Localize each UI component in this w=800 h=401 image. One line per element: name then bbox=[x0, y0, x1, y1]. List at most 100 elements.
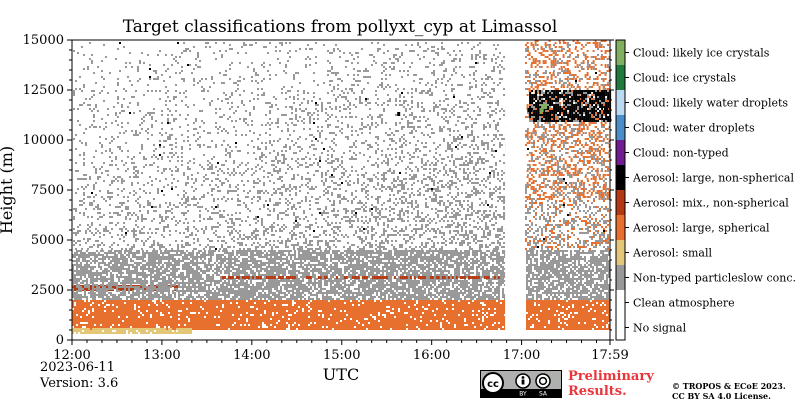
class-pixel bbox=[76, 326, 78, 328]
class-pixel bbox=[306, 300, 308, 302]
class-pixel bbox=[190, 272, 192, 274]
class-pixel bbox=[214, 284, 216, 286]
class-pixel bbox=[178, 262, 180, 264]
class-pixel bbox=[258, 302, 260, 304]
class-pixel bbox=[122, 272, 124, 274]
class-pixel bbox=[102, 296, 104, 298]
class-pixel bbox=[262, 308, 264, 310]
class-pixel bbox=[124, 278, 126, 280]
class-pixel bbox=[224, 280, 226, 282]
class-pixel bbox=[372, 324, 374, 326]
class-pixel bbox=[198, 316, 200, 318]
class-pixel bbox=[136, 274, 138, 276]
class-pixel bbox=[158, 314, 160, 316]
class-pixel bbox=[278, 324, 280, 326]
class-pixel bbox=[222, 288, 224, 290]
class-pixel bbox=[188, 312, 190, 314]
class-pixel bbox=[196, 292, 198, 294]
class-pixel bbox=[244, 304, 246, 306]
class-pixel bbox=[116, 302, 118, 304]
class-pixel bbox=[392, 310, 394, 312]
class-pixel bbox=[380, 306, 382, 308]
class-pixel bbox=[590, 310, 592, 312]
class-pixel bbox=[176, 288, 178, 290]
class-pixel bbox=[300, 314, 302, 316]
class-pixel bbox=[288, 302, 290, 304]
class-pixel bbox=[132, 310, 134, 312]
class-pixel bbox=[220, 270, 222, 272]
class-pixel bbox=[112, 316, 114, 318]
class-pixel bbox=[294, 318, 296, 320]
class-pixel bbox=[566, 310, 568, 312]
class-pixel bbox=[104, 286, 106, 288]
class-pixel bbox=[112, 266, 114, 268]
class-pixel bbox=[196, 264, 198, 266]
class-pixel bbox=[296, 302, 298, 304]
class-pixel bbox=[174, 322, 176, 324]
class-pixel bbox=[166, 268, 168, 270]
class-pixel bbox=[328, 326, 330, 328]
class-pixel bbox=[278, 308, 280, 310]
class-pixel bbox=[176, 270, 178, 272]
class-pixel bbox=[396, 324, 398, 326]
class-pixel bbox=[528, 310, 530, 312]
class-pixel bbox=[430, 304, 432, 306]
class-pixel bbox=[72, 256, 74, 258]
class-pixel bbox=[572, 312, 574, 314]
class-pixel bbox=[222, 326, 224, 328]
class-pixel bbox=[382, 312, 384, 314]
class-pixel bbox=[136, 290, 138, 292]
class-pixel bbox=[486, 318, 488, 320]
class-pixel bbox=[358, 302, 360, 304]
class-pixel bbox=[450, 320, 452, 322]
class-pixel bbox=[84, 306, 86, 308]
class-pixel bbox=[164, 316, 166, 318]
class-pixel bbox=[456, 308, 458, 310]
class-pixel bbox=[426, 328, 428, 330]
class-pixel bbox=[382, 300, 384, 302]
class-pixel bbox=[144, 260, 146, 262]
class-pixel bbox=[604, 322, 606, 324]
class-pixel bbox=[338, 302, 340, 304]
class-pixel bbox=[160, 318, 162, 320]
class-pixel bbox=[468, 312, 470, 314]
class-pixel bbox=[74, 252, 76, 254]
class-pixel bbox=[104, 262, 106, 264]
class-pixel bbox=[478, 306, 480, 308]
class-pixel bbox=[186, 326, 188, 328]
class-pixel bbox=[542, 314, 544, 316]
class-pixel bbox=[122, 322, 124, 324]
class-pixel bbox=[184, 306, 186, 308]
class-pixel bbox=[124, 300, 126, 302]
class-pixel bbox=[90, 292, 92, 294]
class-pixel bbox=[260, 324, 262, 326]
class-pixel bbox=[142, 256, 144, 258]
class-pixel bbox=[538, 308, 540, 310]
class-pixel bbox=[354, 324, 356, 326]
class-pixel bbox=[286, 314, 288, 316]
class-pixel bbox=[212, 292, 214, 294]
class-pixel bbox=[388, 308, 390, 310]
class-pixel bbox=[186, 298, 188, 300]
class-pixel bbox=[324, 318, 326, 320]
class-pixel bbox=[404, 326, 406, 328]
class-pixel bbox=[72, 278, 74, 280]
class-pixel bbox=[380, 318, 382, 320]
class-pixel bbox=[352, 326, 354, 328]
class-pixel bbox=[396, 328, 398, 330]
class-pixel bbox=[214, 250, 216, 252]
class-pixel bbox=[546, 320, 548, 322]
class-pixel bbox=[448, 310, 450, 312]
class-pixel bbox=[178, 276, 180, 278]
class-pixel bbox=[560, 304, 562, 306]
class-pixel bbox=[76, 274, 78, 276]
class-pixel bbox=[120, 264, 122, 266]
class-pixel bbox=[424, 326, 426, 328]
class-pixel bbox=[102, 312, 104, 314]
class-pixel bbox=[138, 320, 140, 322]
class-pixel bbox=[110, 256, 112, 258]
class-pixel bbox=[488, 314, 490, 316]
class-pixel bbox=[148, 308, 150, 310]
class-pixel bbox=[438, 316, 440, 318]
class-pixel bbox=[246, 314, 248, 316]
